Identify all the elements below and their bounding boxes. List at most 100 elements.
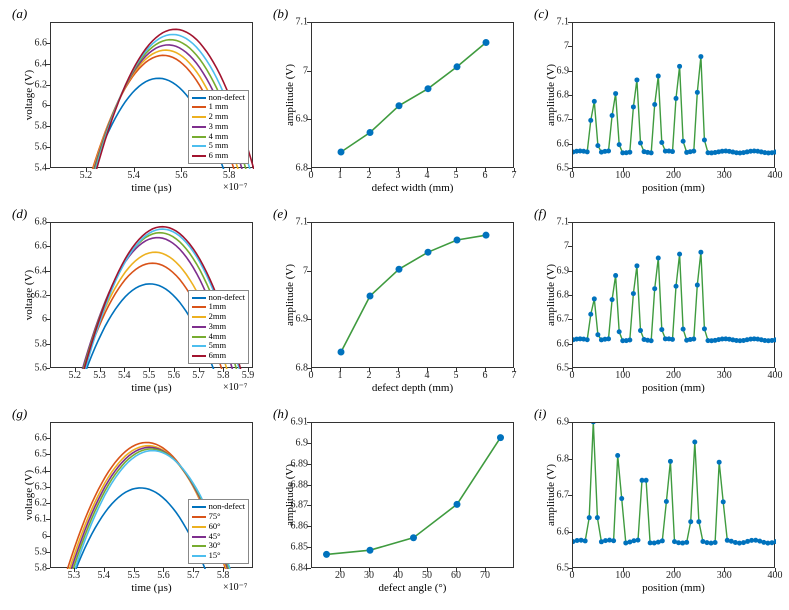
- data-marker: [611, 538, 616, 543]
- data-marker: [396, 266, 403, 273]
- data-marker: [585, 337, 590, 342]
- panel-i: (i)amplitude (V)position (mm)01002003004…: [530, 408, 781, 602]
- plot-area: non-defect75°60°45°30°15°: [50, 422, 253, 568]
- data-marker: [588, 118, 593, 123]
- data-marker: [617, 329, 622, 334]
- series-line: [573, 57, 776, 153]
- data-marker: [410, 534, 417, 541]
- legend-label: 6mm: [209, 351, 226, 361]
- data-marker: [497, 434, 504, 441]
- legend-swatch: [192, 345, 206, 347]
- data-marker: [698, 54, 703, 59]
- data-marker: [587, 515, 592, 520]
- data-marker: [338, 148, 345, 155]
- data-marker: [649, 338, 654, 343]
- panel-h: (h)amplitude (V)defect angle (°)20304050…: [269, 408, 520, 602]
- x-exponent-label: ×10⁻⁷: [223, 382, 247, 393]
- data-marker: [660, 538, 665, 543]
- data-marker: [595, 332, 600, 337]
- panel-label: (i): [534, 406, 546, 422]
- data-marker: [425, 249, 432, 256]
- plot-svg: [573, 23, 776, 169]
- data-marker: [613, 273, 618, 278]
- ylabel: voltage (V): [23, 459, 35, 531]
- data-marker: [483, 232, 490, 239]
- data-marker: [454, 501, 461, 508]
- data-marker: [670, 149, 675, 154]
- legend-swatch: [192, 136, 206, 138]
- panel-e: (e)amplitude (V)defect depth (mm)0123456…: [269, 208, 520, 402]
- data-marker: [721, 499, 726, 504]
- data-marker: [585, 149, 590, 154]
- legend-swatch: [192, 336, 206, 338]
- data-marker: [649, 150, 654, 155]
- legend-swatch: [192, 306, 206, 308]
- plot-svg: [312, 423, 515, 569]
- legend-swatch: [192, 526, 206, 528]
- data-marker: [588, 312, 593, 317]
- data-marker: [656, 256, 661, 261]
- panel-b: (b)amplitude (V)defect width (mm)0123456…: [269, 8, 520, 202]
- panel-label: (h): [273, 406, 288, 422]
- data-marker: [606, 149, 611, 154]
- panel-label: (b): [273, 6, 288, 22]
- legend-swatch: [192, 106, 206, 108]
- legend-swatch: [192, 145, 206, 147]
- legend-swatch: [192, 536, 206, 538]
- data-marker: [659, 327, 664, 332]
- data-marker: [688, 519, 693, 524]
- legend-swatch: [192, 126, 206, 128]
- data-marker: [610, 113, 615, 118]
- data-marker: [583, 538, 588, 543]
- data-marker: [595, 515, 600, 520]
- xlabel: defect angle (°): [311, 582, 514, 594]
- data-marker: [684, 540, 689, 545]
- data-marker: [691, 149, 696, 154]
- plot-area: [572, 22, 775, 168]
- xlabel: defect width (mm): [311, 182, 514, 194]
- data-marker: [668, 459, 673, 464]
- panel-label: (c): [534, 6, 548, 22]
- data-marker: [634, 77, 639, 82]
- panel-label: (a): [12, 6, 27, 22]
- xlabel: position (mm): [572, 582, 775, 594]
- legend-label: 6 mm: [209, 151, 229, 161]
- xlabel: defect depth (mm): [311, 382, 514, 394]
- legend: non-defect1 mm2 mm3 mm4 mm5 mm6 mm: [188, 90, 249, 164]
- data-marker: [674, 96, 679, 101]
- legend-item: 6mm: [192, 351, 245, 361]
- ylabel: amplitude (V): [545, 59, 557, 131]
- data-marker: [396, 102, 403, 109]
- ytick-label: 6.91: [291, 417, 309, 428]
- data-marker: [695, 283, 700, 288]
- plot-svg: [573, 223, 776, 369]
- ytick-label: 6.88: [291, 479, 309, 490]
- data-marker: [659, 140, 664, 145]
- data-marker: [691, 336, 696, 341]
- data-marker: [696, 519, 701, 524]
- data-marker: [681, 139, 686, 144]
- plot-area: [311, 422, 514, 568]
- plot-area: [311, 222, 514, 368]
- x-exponent-label: ×10⁻⁷: [223, 582, 247, 593]
- data-marker: [591, 423, 596, 424]
- data-marker: [592, 99, 597, 104]
- legend-swatch: [192, 506, 206, 508]
- ytick-label: 6.86: [291, 521, 309, 532]
- data-marker: [670, 337, 675, 342]
- series-line: [573, 252, 776, 341]
- data-marker: [698, 250, 703, 255]
- ylabel: amplitude (V): [545, 459, 557, 531]
- ylabel: amplitude (V): [284, 59, 296, 131]
- data-marker: [617, 142, 622, 147]
- plot-svg: [573, 423, 776, 569]
- ylabel: voltage (V): [23, 59, 35, 131]
- data-marker: [615, 453, 620, 458]
- data-marker: [619, 496, 624, 501]
- data-marker: [483, 39, 490, 46]
- data-marker: [635, 538, 640, 543]
- data-marker: [631, 291, 636, 296]
- data-marker: [717, 460, 722, 465]
- data-marker: [664, 499, 669, 504]
- data-marker: [644, 478, 649, 483]
